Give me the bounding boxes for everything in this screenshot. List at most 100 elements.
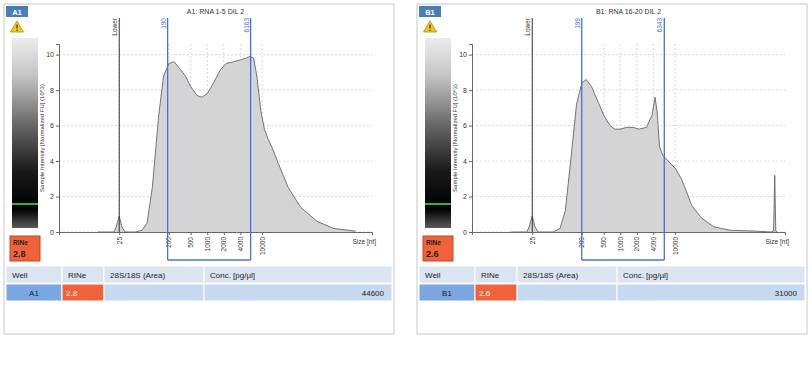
x-axis-title: Size [nt] [353, 238, 377, 246]
x-tick-label: 4000 [650, 237, 657, 252]
chart-canvas: A1A1: RNA 1-5 DIL 2024681025200500100020… [0, 0, 810, 366]
x-tick-mark [604, 232, 605, 235]
region-label: 199 [574, 18, 581, 29]
x-tick: 10000 [259, 232, 266, 255]
y-axis-title: Sample Intensity [Normalized FU] (10^3) [39, 84, 45, 192]
rin-badge-value: 2.8 [13, 249, 26, 259]
result-table: WellRINe28S/18S (Area)Conc. [pg/µl]A12.8… [6, 266, 392, 301]
x-tick-label: 200 [165, 237, 172, 248]
x-tick-label: 10000 [672, 237, 679, 255]
y-grid-line [59, 54, 372, 55]
y-axis: 0246810 [46, 45, 59, 236]
x-tick-mark [653, 232, 654, 235]
x-tick-mark [207, 232, 208, 235]
gel-lane [12, 38, 38, 228]
well-label: A1 [12, 8, 22, 17]
well-badge [6, 6, 28, 17]
x-tick-mark [191, 232, 192, 235]
table-cell-text: 44600 [362, 289, 385, 298]
x-axis: 2520050010002000400010000 [60, 232, 373, 255]
y-grid-line [472, 90, 785, 91]
table-header-text: RINe [68, 271, 87, 280]
grid [472, 44, 785, 232]
panel: A1A1: RNA 1-5 DIL 2024681025200500100020… [4, 4, 394, 334]
rin-badge-label: RINe [426, 239, 441, 246]
table-header-cell [517, 266, 617, 283]
gel-marker-band [12, 203, 38, 205]
y-tick: 0 [463, 229, 472, 236]
panel-frame [417, 4, 807, 334]
table-header-text: Well [12, 271, 28, 280]
x-tick: 2000 [633, 232, 640, 251]
region-edge [167, 18, 168, 260]
result-table: WellRINe28S/18S (Area)Conc. [pg/µl]B12.6… [419, 266, 805, 301]
x-axis-title: Size [nt] [766, 238, 790, 246]
x-tick-mark [637, 232, 638, 235]
rin-badge-label: RINe [13, 239, 28, 246]
y-axis-line [469, 45, 473, 233]
table-cell-text: 2.6 [479, 289, 491, 298]
x-axis-line [60, 233, 373, 236]
y-tick-label: 10 [459, 51, 467, 58]
table-header-text: Conc. [pg/µl] [623, 271, 668, 280]
region-base [168, 259, 251, 260]
y-tick: 0 [50, 229, 59, 236]
x-tick-label: 2000 [633, 237, 640, 252]
x-tick-label: 500 [187, 237, 194, 248]
y-tick-label: 8 [463, 87, 467, 94]
region-edge [581, 18, 582, 260]
x-tick-label: 4000 [237, 237, 244, 252]
table-header-text: 28S/18S (Area) [110, 271, 165, 280]
y-tick-mark [56, 161, 59, 162]
region-edge [664, 18, 665, 260]
y-tick: 2 [50, 193, 59, 200]
y-tick-mark [469, 161, 472, 162]
y-tick-label: 0 [463, 229, 467, 236]
y-tick-mark [469, 126, 472, 127]
x-tick: 4000 [237, 232, 244, 251]
x-tick-mark [675, 232, 676, 235]
y-tick-mark [469, 197, 472, 198]
y-tick: 4 [50, 158, 59, 165]
table-header-cell [475, 266, 517, 283]
x-tick: 10000 [672, 232, 679, 255]
region-label: 6163 [243, 18, 250, 33]
y-axis: 0246810 [459, 45, 472, 236]
y-tick: 4 [463, 158, 472, 165]
gel-marker-band [425, 203, 451, 205]
x-tick: 25 [529, 232, 536, 244]
y-axis-line [56, 45, 60, 233]
trace-area [510, 79, 777, 232]
table-cell-text: A1 [29, 289, 39, 298]
x-tick-mark [240, 232, 241, 235]
x-tick: 200 [165, 232, 172, 248]
x-tick: 25 [116, 232, 123, 244]
gel-lane [425, 38, 451, 228]
y-tick-mark [56, 197, 59, 198]
x-tick-mark [532, 232, 533, 235]
table-cell [6, 284, 62, 301]
marker-line [119, 18, 120, 232]
trace-line [510, 79, 777, 232]
well-badge [419, 6, 441, 17]
table-cell [62, 284, 104, 301]
warning-icon [11, 21, 24, 32]
x-tick-mark [620, 232, 621, 235]
y-tick-mark [56, 126, 59, 127]
x-tick-label: 10000 [259, 237, 266, 255]
plot-marks [97, 56, 355, 232]
y-tick-mark [469, 232, 472, 233]
table-cell [104, 284, 204, 301]
y-tick-mark [56, 90, 59, 91]
y-tick-label: 2 [50, 193, 54, 200]
y-tick: 8 [50, 87, 59, 94]
y-tick-label: 6 [50, 122, 54, 129]
marker-label: Lower [111, 17, 118, 36]
warning-icon-bar [429, 25, 430, 29]
y-tick-mark [469, 55, 472, 56]
x-tick: 2000 [220, 232, 227, 251]
x-axis-line [473, 233, 786, 236]
region-edge [250, 18, 251, 260]
table-header-cell [6, 266, 62, 283]
table-cell [204, 284, 392, 301]
